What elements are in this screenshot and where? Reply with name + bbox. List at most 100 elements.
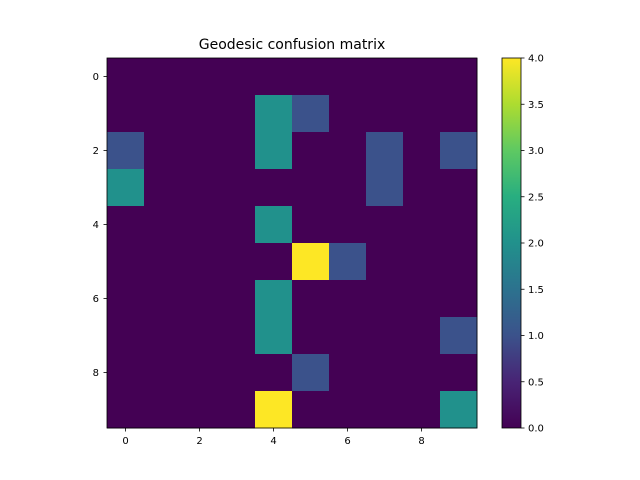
- heatmap-cell: [107, 243, 145, 281]
- heatmap-cell: [329, 132, 367, 170]
- heatmap-cell: [218, 95, 256, 133]
- heatmap-cell: [292, 206, 330, 244]
- heatmap-cell: [181, 132, 219, 170]
- colorbar-tick-label: 0.0: [528, 424, 544, 435]
- heatmap-cell: [255, 354, 293, 392]
- heatmap-cell: [366, 243, 404, 281]
- heatmap-cell: [403, 354, 441, 392]
- heatmap-cell: [440, 317, 478, 355]
- heatmap-cell: [107, 169, 145, 207]
- heatmap-cell: [403, 132, 441, 170]
- heatmap-cell: [440, 206, 478, 244]
- heatmap-cell: [366, 391, 404, 429]
- heatmap-cell: [403, 280, 441, 318]
- x-tick-label: 2: [196, 436, 202, 447]
- colorbar-tick-label: 3.5: [528, 100, 544, 111]
- heatmap-cell: [144, 132, 182, 170]
- heatmap-cell: [366, 169, 404, 207]
- heatmap-cell: [403, 243, 441, 281]
- heatmap-cell: [107, 317, 145, 355]
- heatmap-cell: [218, 354, 256, 392]
- heatmap-cell: [292, 132, 330, 170]
- colorbar: 0.0 0.5 1.0 1.5 2.0 2.5 3.0 3.5 4.0: [501, 54, 544, 435]
- heatmap-cell: [255, 169, 293, 207]
- heatmap-cell: [107, 391, 145, 429]
- heatmap-cell: [144, 243, 182, 281]
- heatmap-cell: [218, 317, 256, 355]
- colorbar-tick-label: 2.5: [528, 192, 544, 203]
- heatmap-cell: [440, 354, 478, 392]
- heatmap-cell: [181, 243, 219, 281]
- heatmap-cell: [255, 58, 293, 96]
- heatmap-cell: [255, 280, 293, 318]
- heatmap-cell: [107, 280, 145, 318]
- heatmap-cell: [218, 280, 256, 318]
- heatmap-frame: [106, 57, 478, 429]
- heatmap-cell: [181, 58, 219, 96]
- colorbar-tick-label: 0.5: [528, 377, 544, 388]
- heatmap-cell: [107, 206, 145, 244]
- heatmap-cell: [292, 317, 330, 355]
- heatmap-cell: [107, 58, 145, 96]
- colorbar-tick-label: 1.0: [528, 331, 544, 342]
- colorbar-tick-label: 3.0: [528, 146, 544, 157]
- heatmap-cell: [292, 354, 330, 392]
- heatmap-cell: [144, 280, 182, 318]
- heatmap-cell: [292, 58, 330, 96]
- y-tick-label: 8: [93, 368, 99, 379]
- heatmap-cell: [218, 132, 256, 170]
- heatmap-cell: [366, 354, 404, 392]
- heatmap-cell: [403, 391, 441, 429]
- heatmap-cell: [107, 95, 145, 133]
- heatmap-cell: [329, 354, 367, 392]
- heatmap-cell: [440, 58, 478, 96]
- heatmap-cell: [440, 280, 478, 318]
- heatmap-cell: [181, 391, 219, 429]
- heatmap-cell: [329, 243, 367, 281]
- heatmap-cells: [107, 58, 478, 429]
- heatmap-cell: [144, 391, 182, 429]
- heatmap-cell: [181, 169, 219, 207]
- heatmap-cell: [255, 206, 293, 244]
- heatmap-cell: [440, 243, 478, 281]
- heatmap-cell: [329, 58, 367, 96]
- heatmap-cell: [292, 243, 330, 281]
- heatmap-cell: [181, 354, 219, 392]
- heatmap-cell: [255, 243, 293, 281]
- heatmap-cell: [218, 58, 256, 96]
- heatmap-cell: [181, 280, 219, 318]
- y-axis: 0 2 4 6 8: [93, 72, 107, 379]
- heatmap-cell: [403, 169, 441, 207]
- colorbar-tick-label: 4.0: [528, 54, 544, 65]
- heatmap-cell: [292, 280, 330, 318]
- heatmap-cell: [440, 132, 478, 170]
- heatmap-cell: [218, 206, 256, 244]
- y-tick-label: 2: [93, 146, 99, 157]
- heatmap-cell: [255, 95, 293, 133]
- heatmap-cell: [403, 95, 441, 133]
- colorbar-tick-label: 1.5: [528, 285, 544, 296]
- heatmap-cell: [218, 169, 256, 207]
- colorbar-gradient: [502, 58, 521, 428]
- x-tick-label: 4: [270, 436, 276, 447]
- heatmap-cell: [255, 391, 293, 429]
- heatmap-cell: [329, 317, 367, 355]
- heatmap-cell: [144, 206, 182, 244]
- heatmap-cell: [144, 58, 182, 96]
- heatmap-cell: [440, 95, 478, 133]
- heatmap-cell: [292, 169, 330, 207]
- heatmap-cell: [218, 391, 256, 429]
- heatmap-cell: [440, 169, 478, 207]
- heatmap-cell: [255, 132, 293, 170]
- heatmap-cell: [366, 280, 404, 318]
- heatmap-cell: [366, 58, 404, 96]
- y-tick-label: 4: [93, 220, 99, 231]
- heatmap-cell: [329, 95, 367, 133]
- heatmap-cell: [144, 95, 182, 133]
- heatmap-cell: [107, 354, 145, 392]
- heatmap-cell: [181, 206, 219, 244]
- heatmap-cell: [144, 354, 182, 392]
- x-tick-label: 6: [344, 436, 350, 447]
- y-tick-label: 0: [93, 72, 99, 83]
